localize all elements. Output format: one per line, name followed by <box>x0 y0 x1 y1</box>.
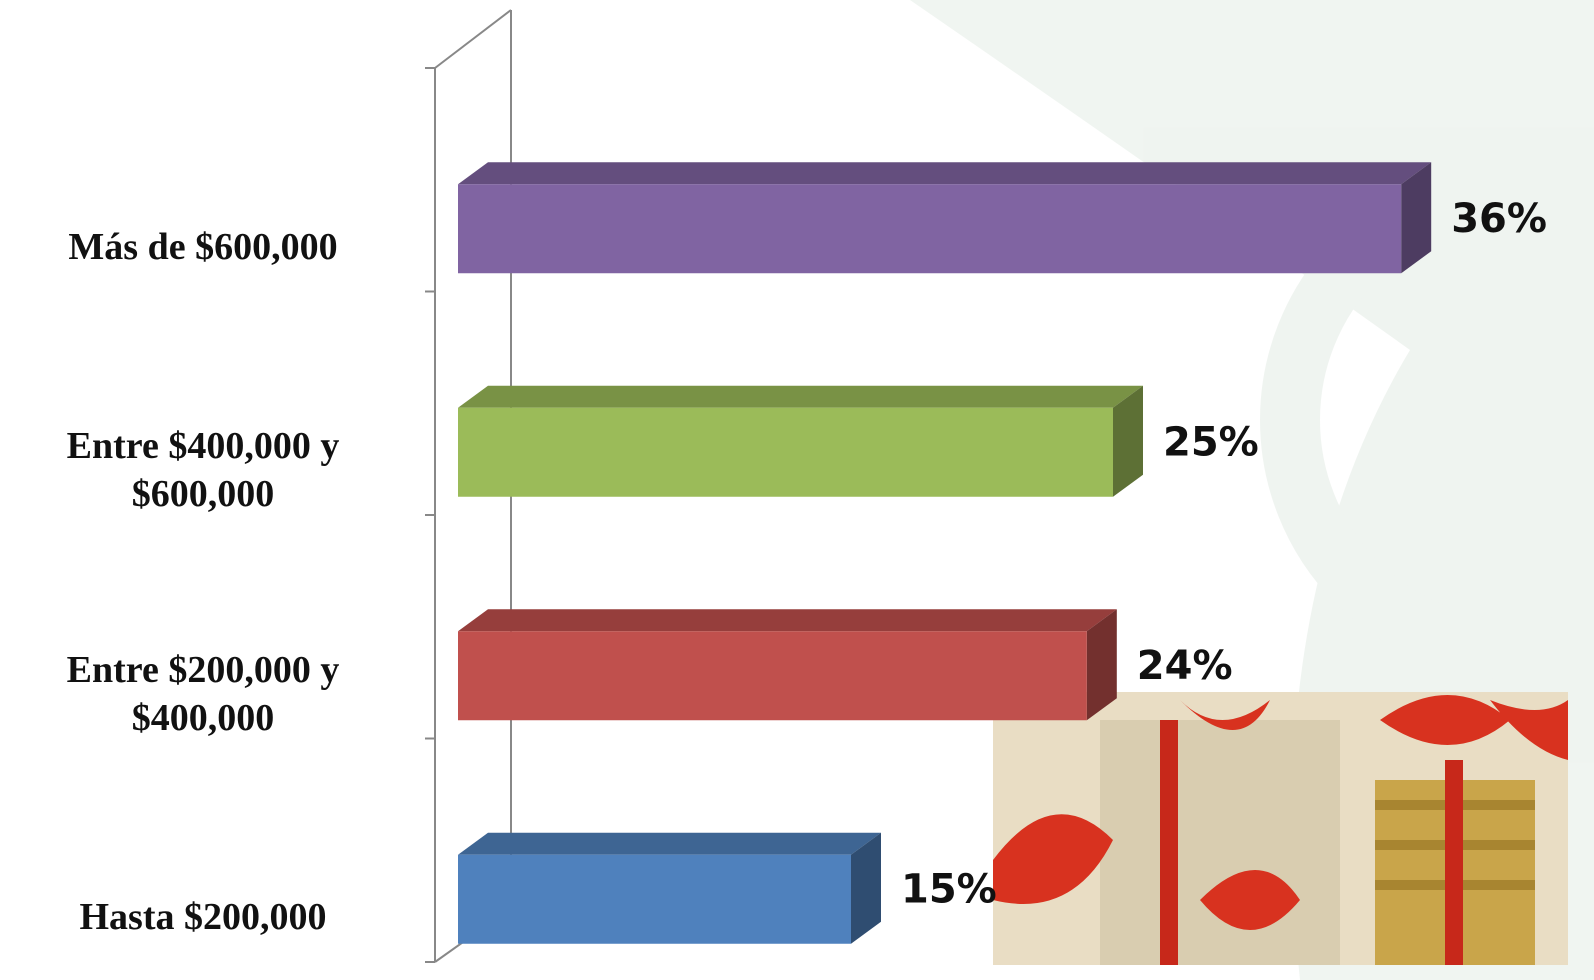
bar-top <box>458 162 1431 184</box>
bar-top <box>458 386 1143 408</box>
bar <box>458 855 851 944</box>
value-label: 25% <box>1163 419 1259 465</box>
category-label: Más de $600,000 <box>8 223 398 271</box>
category-label: Entre $400,000 y $600,000 <box>8 422 398 518</box>
value-label: 24% <box>1137 643 1233 689</box>
page: 36% 25% 24% 15% Más de $600,000 Entre $400,0… <box>0 0 1594 980</box>
bar <box>458 408 1113 497</box>
bar <box>458 184 1401 273</box>
value-label: 36% <box>1451 196 1547 242</box>
bar-top <box>458 833 881 855</box>
value-label: 15% <box>901 866 997 912</box>
category-label: Hasta $200,000 <box>8 893 398 941</box>
bar <box>458 631 1087 720</box>
gift-photo <box>993 692 1568 965</box>
category-label: Entre $200,000 y $400,000 <box>8 646 398 742</box>
bar-top <box>458 609 1117 631</box>
